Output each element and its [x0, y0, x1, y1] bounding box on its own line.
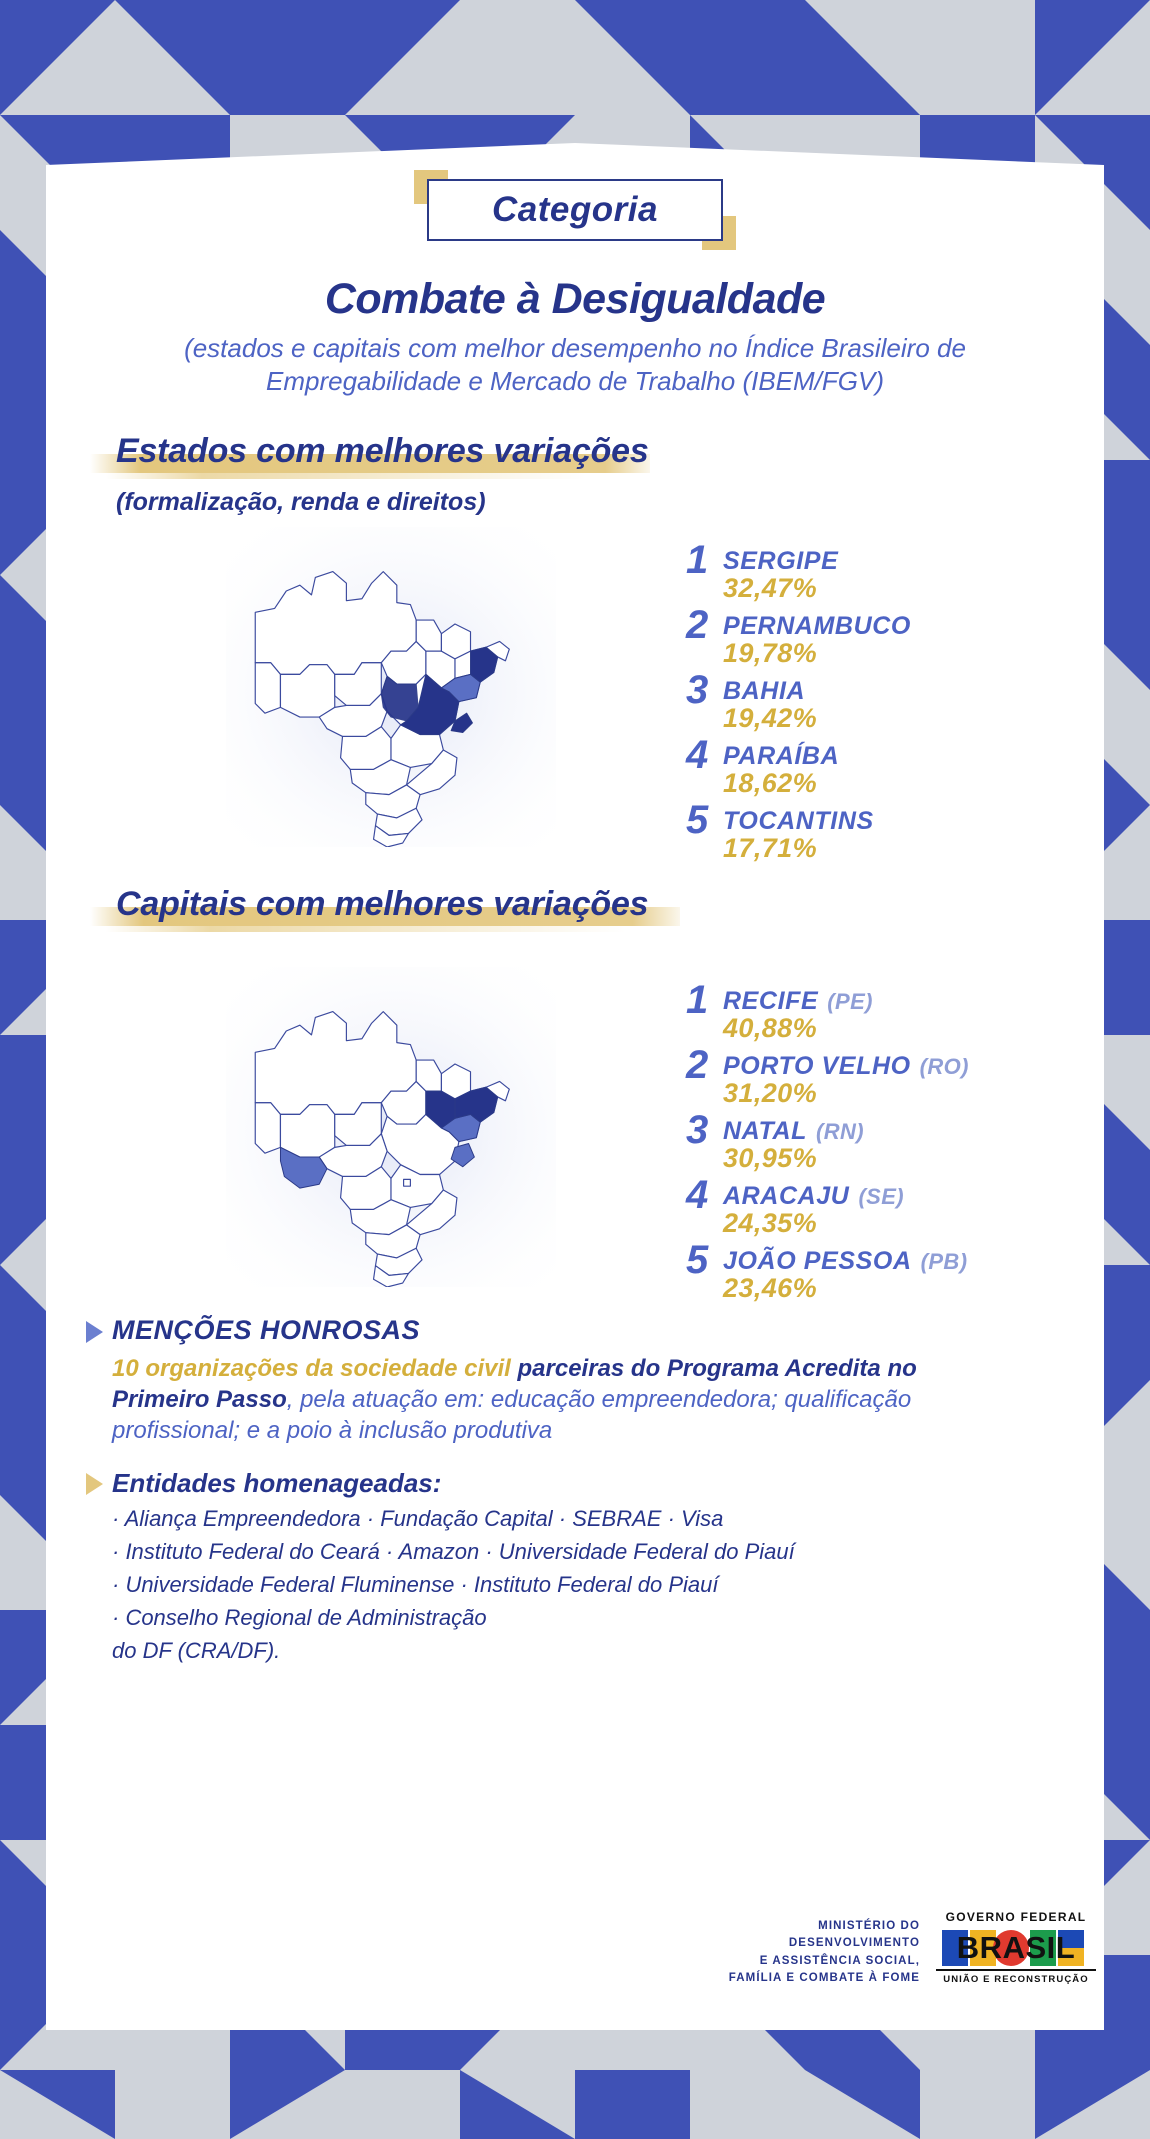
rank-uf: (SE) — [858, 1183, 905, 1209]
rank-label: PERNAMBUCO — [723, 611, 911, 640]
list-item: 5 JOÃO PESSOA (PB) 23,46% — [686, 1237, 1086, 1304]
footer: MINISTÉRIO DO DESENVOLVIMENTO E ASSISTÊN… — [46, 1904, 1104, 1994]
rank-value: 24,35% — [723, 1207, 817, 1238]
ministry-logo: MINISTÉRIO DO DESENVOLVIMENTO E ASSISTÊN… — [670, 1918, 920, 1987]
rank-value: 19,42% — [723, 702, 817, 733]
rank-label: JOÃO PESSOA — [723, 1246, 912, 1275]
list-item: 2 PERNAMBUCO 19,78% — [686, 602, 1086, 669]
list-item: 4 PARAÍBA 18,62% — [686, 732, 1086, 799]
gold-underline — [90, 906, 680, 926]
states-heading-text: Estados com melhores variações — [116, 431, 649, 470]
category-badge: Categoria — [414, 170, 736, 250]
gold-underline-thin — [106, 925, 626, 932]
entities-heading: Entidades homenageadas: — [112, 1468, 442, 1499]
list-item: 3 BAHIA 19,42% — [686, 667, 1086, 734]
mentions-part-2: parceiras do Programa Acredita no Primei… — [112, 1354, 917, 1413]
states-note: (formalização, renda e direitos) — [116, 487, 486, 516]
section-heading-states: Estados com melhores variações — [46, 431, 1104, 479]
brazil-map-states — [226, 526, 556, 847]
mentions-part-3: , pela atuação em: educação empreendedor… — [112, 1385, 912, 1444]
rank-label: SERGIPE — [723, 546, 839, 575]
page-subtitle: (estados e capitais com melhor desempenh… — [184, 333, 966, 396]
honorable-mentions: MENÇÕES HONROSAS 10 organizações da soci… — [46, 1315, 1104, 1447]
rank-value: 32,47% — [723, 572, 817, 603]
states-ranking-list: 1 SERGIPE 32,47% 2 PERNAMBUCO 19,78% 3 B… — [686, 537, 1086, 866]
ministry-line-4: FAMÍLIA E COMBATE À FOME — [728, 1971, 920, 1984]
rank-value: 23,46% — [723, 1272, 817, 1303]
list-item: · Aliança Empreendedora · Fundação Capit… — [112, 1506, 724, 1532]
rank-number: 3 — [686, 667, 709, 712]
rank-value: 31,20% — [723, 1077, 817, 1108]
rank-number: 3 — [686, 1107, 709, 1152]
infographic-card: Categoria Combate à Desigualdade (estado… — [46, 143, 1104, 2030]
list-item: · Universidade Federal Fluminense · Inst… — [112, 1572, 719, 1598]
rank-number: 4 — [686, 732, 709, 777]
ministry-line-2: DESENVOLVIMENTO — [788, 1937, 920, 1950]
section-heading-capitals: Capitais com melhores variações — [46, 884, 1104, 932]
rank-value: 30,95% — [723, 1142, 817, 1173]
triangle-bullet-icon — [86, 1320, 103, 1343]
gold-underline — [90, 453, 650, 473]
rank-uf: (PE) — [827, 988, 873, 1014]
list-item: 5 TOCANTINS 17,71% — [686, 797, 1086, 864]
mentions-text: 10 organizações da sociedade civil parce… — [112, 1353, 1012, 1447]
category-box: Categoria — [427, 179, 723, 241]
list-item: 1 SERGIPE 32,47% — [686, 537, 1086, 604]
entities-list: · Aliança Empreendedora · Fundação Capit… — [112, 1506, 1104, 1664]
mentions-part-1: 10 organizações da sociedade civil — [112, 1354, 518, 1382]
list-item: · Instituto Federal do Ceará · Amazon · … — [112, 1539, 795, 1565]
capitals-heading-text: Capitais com melhores variações — [116, 884, 649, 923]
rank-label: NATAL — [723, 1116, 807, 1145]
rank-number: 5 — [686, 797, 709, 842]
rank-label: ARACAJU — [723, 1181, 850, 1210]
capitals-block: 1 RECIFE (PE) 40,88% 2 PORTO VELHO (RO) … — [46, 966, 1104, 1303]
rank-uf: (RO) — [919, 1053, 969, 1079]
capitals-ranking-list: 1 RECIFE (PE) 40,88% 2 PORTO VELHO (RO) … — [686, 977, 1086, 1306]
gov-bottom-label: UNIÃO E RECONSTRUÇÃO — [936, 1969, 1096, 1985]
ministry-line-1: MINISTÉRIO DO — [818, 1920, 920, 1932]
brasil-colorblocks-icon: BRASIL — [942, 1930, 1084, 1966]
honored-entities: Entidades homenageadas: · Aliança Empree… — [46, 1468, 1104, 1664]
rank-number: 2 — [686, 602, 709, 647]
rank-number: 1 — [686, 977, 709, 1022]
rank-uf: (RN) — [816, 1118, 865, 1144]
rank-label: TOCANTINS — [723, 806, 874, 835]
category-label: Categoria — [492, 190, 658, 229]
rank-number: 4 — [686, 1172, 709, 1217]
ministry-line-3: E ASSISTÊNCIA SOCIAL, — [759, 1954, 920, 1967]
list-item: 1 RECIFE (PE) 40,88% — [686, 977, 1086, 1044]
gov-top-label: GOVERNO FEDERAL — [945, 1910, 1087, 1924]
states-block: 1 SERGIPE 32,47% 2 PERNAMBUCO 19,78% 3 B… — [46, 526, 1104, 863]
rank-label: PORTO VELHO — [723, 1051, 911, 1080]
page-title: Combate à Desigualdade — [324, 275, 826, 323]
rank-value: 40,88% — [723, 1012, 817, 1043]
list-item: 4 ARACAJU (SE) 24,35% — [686, 1172, 1086, 1239]
list-item: · Conselho Regional de Administração — [112, 1605, 487, 1631]
rank-value: 17,71% — [723, 832, 817, 863]
mentions-heading: MENÇÕES HONROSAS — [112, 1314, 421, 1345]
list-item: do DF (CRA/DF). — [112, 1638, 281, 1664]
rank-value: 18,62% — [723, 767, 817, 798]
rank-value: 19,78% — [723, 637, 817, 668]
brazil-map-capitals — [226, 966, 556, 1287]
list-item: 3 NATAL (RN) 30,95% — [686, 1107, 1086, 1174]
gold-underline-thin — [106, 472, 586, 479]
list-item: 2 PORTO VELHO (RO) 31,20% — [686, 1042, 1086, 1109]
government-logo: GOVERNO FEDERAL BRASIL BRASIL UNIÃO E RE… — [936, 1910, 1096, 1985]
rank-number: 5 — [686, 1237, 709, 1282]
rank-number: 1 — [686, 537, 709, 582]
rank-label: BAHIA — [723, 676, 806, 705]
triangle-bullet-gold-icon — [86, 1473, 103, 1496]
rank-number: 2 — [686, 1042, 709, 1087]
rank-label: PARAÍBA — [723, 741, 840, 770]
rank-uf: (PB) — [920, 1248, 968, 1274]
svg-text:BRASIL: BRASIL — [957, 1930, 1075, 1965]
rank-label: RECIFE — [723, 986, 819, 1015]
brasil-wordmark: BRASIL BRASIL — [936, 1927, 1096, 1967]
